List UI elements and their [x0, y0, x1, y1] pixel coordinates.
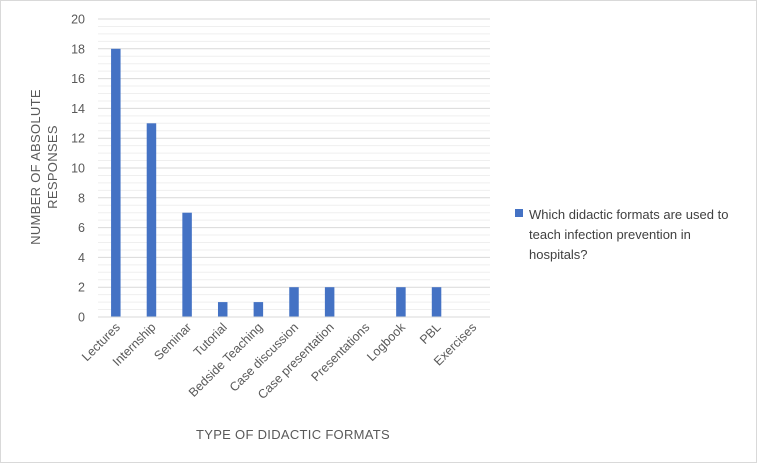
y-tick-label: 14	[71, 102, 85, 116]
legend-label-line-1: Which didactic formats are used to	[529, 207, 728, 222]
y-tick-label: 20	[71, 13, 85, 27]
x-tick-label: PBL	[417, 320, 444, 347]
legend: Which didactic formats are used to teach…	[515, 207, 728, 262]
y-tick-label: 0	[78, 311, 85, 325]
y-tick-label: 6	[78, 221, 85, 235]
legend-label-line-3: hospitals?	[529, 247, 588, 262]
y-axis-title: NUMBER OF ABSOLUTE RESPONSES	[28, 89, 60, 245]
gridlines	[98, 18, 490, 318]
bars	[111, 48, 442, 318]
bar-tutorial	[217, 302, 228, 317]
x-tick-label: Logbook	[364, 320, 408, 364]
y-tick-label: 16	[71, 72, 85, 86]
legend-label-line-2: teach infection prevention in	[529, 227, 691, 242]
y-tick-label: 4	[78, 251, 85, 265]
y-tick-label: 2	[78, 281, 85, 295]
bar-pbl	[431, 287, 442, 317]
x-axis-ticks: LecturesInternshipSeminarTutorialBedside…	[79, 320, 479, 402]
y-tick-label: 18	[71, 42, 85, 56]
y-axis-ticks: 0 2 4 6 8 10 12 14 16 18 20	[71, 13, 85, 325]
y-tick-label: 8	[78, 191, 85, 205]
y-axis-title-line-1: NUMBER OF ABSOLUTE	[28, 89, 43, 245]
bar-lectures	[111, 48, 121, 318]
bar-case-presentation	[324, 287, 335, 317]
x-axis-title: TYPE OF DIDACTIC FORMATS	[196, 427, 390, 442]
bar-internship	[146, 123, 157, 317]
bar-seminar	[182, 212, 192, 317]
y-tick-label: 12	[71, 132, 85, 146]
legend-swatch	[515, 209, 523, 217]
x-tick-label: Seminar	[151, 320, 194, 363]
y-tick-label: 10	[71, 162, 85, 176]
bar-bedside-teaching	[253, 302, 264, 317]
y-axis-title-line-2: RESPONSES	[45, 125, 60, 209]
bar-logbook	[396, 287, 406, 317]
bar-case-discussion	[289, 287, 299, 317]
